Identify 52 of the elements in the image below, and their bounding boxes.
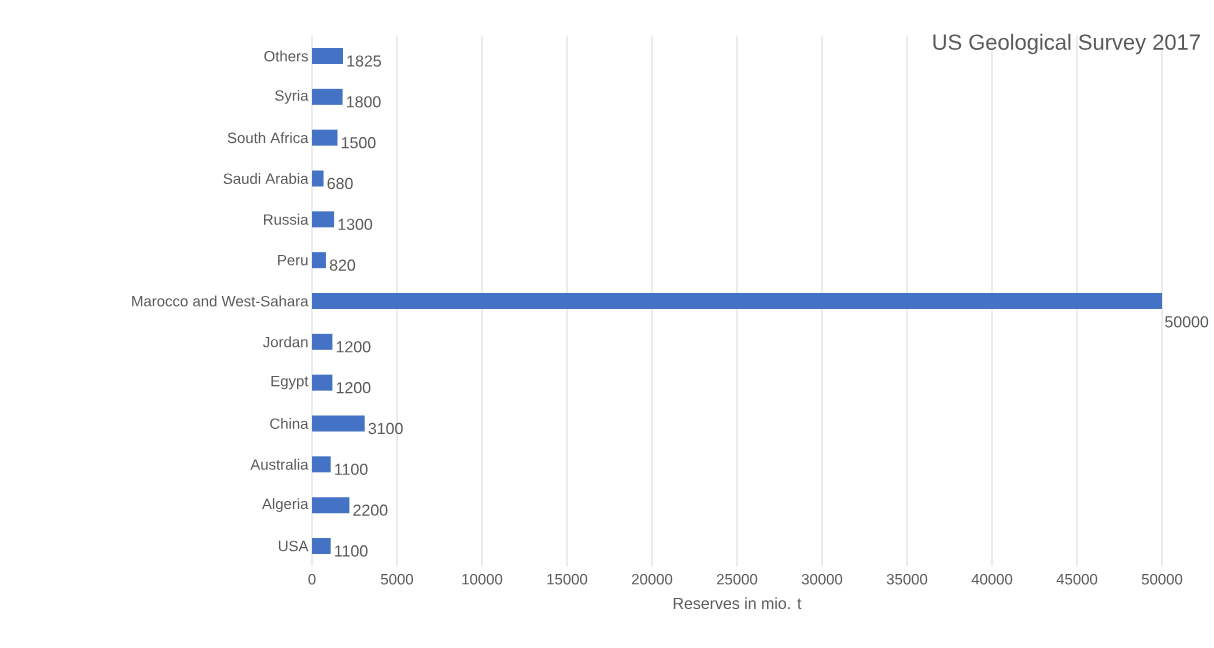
x-tick-label: 30000 [801,573,843,585]
data-label: 2200 [353,504,388,516]
bar [312,170,324,187]
bar [312,293,1163,309]
x-tick-label: 50000 [1141,573,1183,585]
y-tick-label: Jordan [263,336,308,348]
data-label: 820 [329,259,356,271]
data-label: 1800 [347,96,381,108]
bar [312,456,331,473]
y-tick-label: Egypt [271,375,309,390]
bar [312,88,343,105]
x-tick-label: 5000 [380,573,414,585]
bar [312,374,333,391]
data-label: 680 [327,177,353,190]
y-tick-label: South Africa [227,132,309,144]
bar [312,497,350,514]
x-tick-label: 40000 [971,573,1013,585]
y-tick-label: Saudi Arabia [223,173,309,184]
y-tick-label: USA [278,540,309,552]
y-tick-label: Syria [275,89,309,104]
x-tick-label: 25000 [716,573,758,585]
data-label: 1825 [347,55,381,67]
bar [312,415,365,432]
data-label: 1100 [335,463,368,475]
y-tick-label: Others [264,50,308,62]
bar [312,48,344,65]
y-tick-label: Algeria [261,498,309,513]
bar [312,252,326,269]
data-label: 50000 [1165,316,1209,328]
bar [312,129,338,146]
x-tick-label: 20000 [631,573,673,585]
data-label: 1100 [335,545,368,557]
data-label: 1300 [338,218,373,230]
x-tick-label: 0 [308,573,316,585]
data-label: 1500 [341,137,376,149]
y-tick-label: Marocco and West-Sahara [132,295,309,307]
data-label: 1200 [336,382,371,394]
x-tick-label: 45000 [1056,573,1098,585]
y-tick-label: Peru [278,254,308,266]
chart-title: US Geological Survey 2017 [933,33,1200,55]
x-tick-label: 10000 [462,573,503,585]
x-tick-label: 15000 [547,573,588,585]
y-tick-label: China [270,418,309,429]
data-label: 1200 [336,341,371,353]
x-tick-label: 35000 [886,573,928,585]
x-axis-title: Reserves in mio. t [673,597,802,610]
bar [312,537,331,554]
bar [312,211,335,228]
data-label: 3100 [368,422,403,435]
bar [312,333,333,350]
y-tick-label: Russia [264,213,309,225]
y-tick-label: Australia [250,458,309,470]
